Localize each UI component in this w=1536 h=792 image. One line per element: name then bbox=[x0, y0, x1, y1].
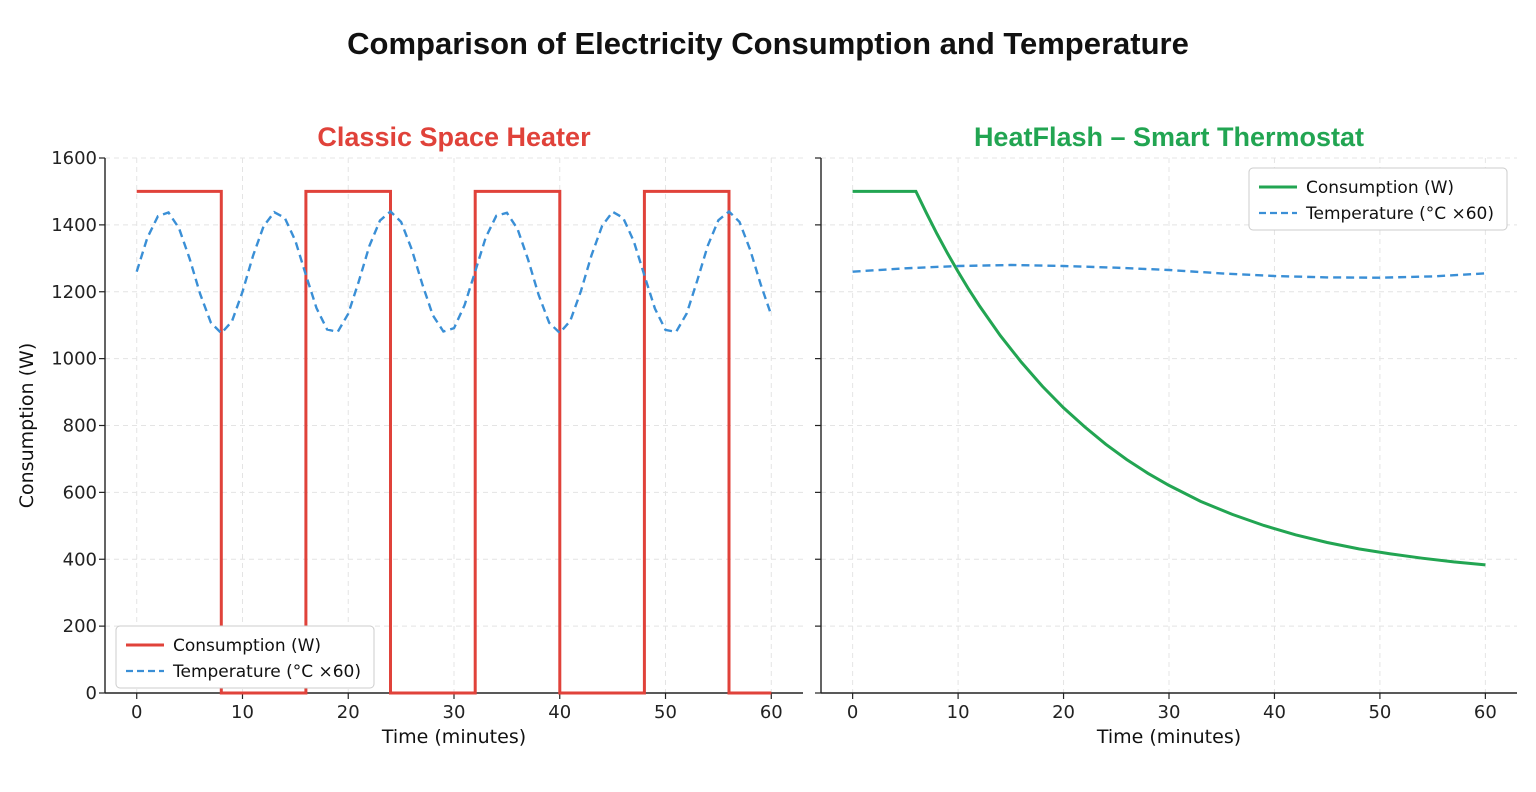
y-tick-label: 600 bbox=[63, 482, 97, 503]
legend-label: Temperature (°C ×60) bbox=[172, 662, 361, 682]
chart-panel-2: 0 10 20 30 40 50 60 Time (minutes) HeatFlash – S… bbox=[815, 122, 1517, 748]
series-line-consumption bbox=[136, 189, 772, 695]
legend-label: Temperature (°C ×60) bbox=[1305, 204, 1494, 224]
x-tick-label: 10 bbox=[231, 702, 254, 723]
x-tick-label: 50 bbox=[654, 702, 677, 723]
panel-title: HeatFlash – Smart Thermostat bbox=[974, 122, 1364, 152]
y-tick-label: 800 bbox=[63, 416, 97, 437]
x-tick-label: 20 bbox=[1052, 702, 1075, 723]
y-tick-label: 200 bbox=[63, 616, 97, 637]
x-axis-label: Time (minutes) bbox=[1096, 726, 1241, 748]
legend: Consumption (W) Temperature (°C ×60) bbox=[1248, 167, 1508, 231]
x-tick-label: 50 bbox=[1368, 702, 1391, 723]
legend: Consumption (W) Temperature (°C ×60) bbox=[115, 625, 375, 689]
x-tick-label: 10 bbox=[947, 702, 970, 723]
y-tick-label: 1600 bbox=[51, 148, 97, 169]
chart-main-title: Comparison of Electricity Consumption an… bbox=[347, 26, 1189, 61]
x-tick-label: 60 bbox=[1474, 702, 1497, 723]
x-tick-label: 0 bbox=[131, 702, 142, 723]
x-tick-label: 60 bbox=[760, 702, 783, 723]
series-line-consumption bbox=[852, 189, 1486, 567]
legend-label: Consumption (W) bbox=[1306, 178, 1454, 198]
y-tick-label: 0 bbox=[86, 683, 97, 704]
legend-box bbox=[1248, 167, 1508, 231]
y-tick-label: 1200 bbox=[51, 282, 97, 303]
chart-panel-1: 0 200 400 600 800 1000 1200 1400 1600 0 10 20 30 40 50… bbox=[16, 122, 803, 748]
x-tick-label: 40 bbox=[1263, 702, 1286, 723]
x-axis-label: Time (minutes) bbox=[381, 726, 526, 748]
x-tick-label: 40 bbox=[548, 702, 571, 723]
y-tick-label: 400 bbox=[63, 549, 97, 570]
panel-title: Classic Space Heater bbox=[317, 122, 591, 152]
legend-box bbox=[115, 625, 375, 689]
x-tick-label: 0 bbox=[847, 702, 858, 723]
y-tick-label: 1000 bbox=[51, 349, 97, 370]
y-tick-label: 1400 bbox=[51, 215, 97, 236]
legend-label: Consumption (W) bbox=[173, 636, 321, 656]
y-axis-label: Consumption (W) bbox=[16, 343, 38, 509]
x-tick-label: 30 bbox=[1158, 702, 1181, 723]
x-tick-label: 30 bbox=[443, 702, 466, 723]
series-line-temperature bbox=[852, 263, 1486, 279]
series-line-temperature bbox=[135, 209, 773, 335]
x-tick-label: 20 bbox=[337, 702, 360, 723]
